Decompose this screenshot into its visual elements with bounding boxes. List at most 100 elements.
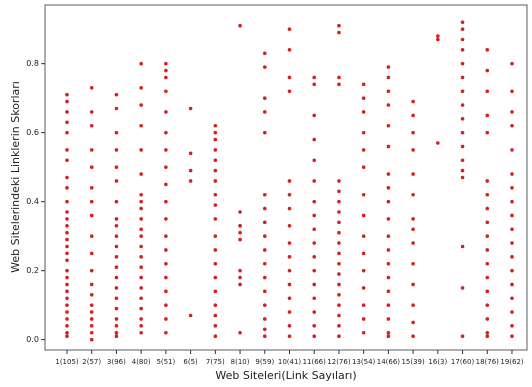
data-point (65, 282, 69, 287)
data-point (460, 130, 465, 135)
x-tick-label: 8(10) (231, 358, 250, 366)
data-point (65, 334, 69, 339)
x-tick-label: 12(76) (327, 358, 351, 366)
data-point (485, 275, 490, 280)
data-point (485, 130, 490, 135)
data-point (65, 99, 69, 104)
data-point (337, 179, 341, 183)
data-point (460, 75, 465, 80)
data-point (485, 179, 490, 183)
data-point (386, 303, 391, 307)
data-point (89, 148, 94, 152)
data-point (65, 148, 69, 152)
data-point (114, 244, 119, 249)
data-point (65, 324, 69, 328)
data-point (312, 113, 317, 118)
data-point (287, 206, 292, 211)
data-point (164, 317, 168, 321)
data-point (139, 86, 143, 90)
data-point (262, 130, 267, 135)
data-point (262, 317, 267, 321)
data-point (361, 251, 366, 256)
data-point (188, 168, 193, 173)
data-point (213, 217, 218, 221)
data-point (65, 268, 69, 273)
data-point (411, 227, 415, 232)
data-point (312, 241, 317, 245)
data-point (337, 334, 341, 339)
data-point (238, 23, 242, 28)
data-point (386, 75, 391, 80)
data-point (139, 330, 143, 335)
data-point (411, 99, 415, 104)
data-point (65, 310, 69, 314)
data-point (262, 234, 267, 238)
data-point (114, 324, 119, 328)
data-point (460, 144, 465, 149)
data-point (139, 286, 143, 290)
data-point (114, 92, 119, 97)
data-point (287, 89, 292, 94)
data-point (164, 75, 168, 80)
data-point (510, 172, 514, 176)
data-point (164, 261, 168, 266)
x-tick-label: 1(105) (55, 358, 79, 366)
data-point (312, 137, 317, 142)
data-point (65, 110, 69, 114)
data-point (287, 324, 292, 328)
data-point (485, 89, 490, 94)
data-point (238, 237, 242, 242)
data-point (139, 275, 143, 280)
data-point (287, 282, 292, 287)
data-point (460, 48, 465, 52)
data-point (65, 210, 69, 214)
data-point (337, 210, 341, 214)
data-point (114, 130, 119, 135)
data-point (361, 213, 366, 218)
data-point (164, 303, 168, 307)
data-point (386, 234, 391, 238)
data-point (89, 86, 94, 90)
data-point (238, 210, 242, 214)
data-point (139, 296, 143, 301)
data-point (65, 258, 69, 263)
data-point (139, 265, 143, 270)
data-point (89, 303, 94, 307)
data-point (89, 337, 94, 342)
x-tick-label: 16(3) (428, 358, 447, 366)
data-point (460, 103, 465, 107)
data-point (337, 189, 341, 194)
data-point (312, 82, 317, 87)
data-point (361, 268, 366, 273)
data-point (485, 303, 490, 307)
data-point (139, 324, 143, 328)
data-point (460, 334, 465, 339)
data-point (65, 217, 69, 221)
data-point (65, 120, 69, 125)
data-point (213, 192, 218, 197)
data-point (361, 286, 366, 290)
data-point (139, 255, 143, 259)
data-point (164, 182, 168, 187)
data-point (139, 199, 143, 204)
data-point (312, 158, 317, 163)
data-point (510, 255, 514, 259)
data-point (411, 334, 415, 339)
data-point (65, 130, 69, 135)
data-point (337, 220, 341, 225)
data-point (386, 144, 391, 149)
data-point (312, 213, 317, 218)
data-point (386, 172, 391, 176)
data-point (386, 275, 391, 280)
data-point (89, 186, 94, 190)
data-point (114, 106, 119, 111)
data-point (312, 334, 317, 339)
data-point (386, 334, 391, 339)
data-point (386, 248, 391, 252)
data-point (312, 310, 317, 314)
data-point (411, 217, 415, 221)
data-point (114, 286, 119, 290)
data-point (164, 199, 168, 204)
data-point (287, 27, 292, 31)
